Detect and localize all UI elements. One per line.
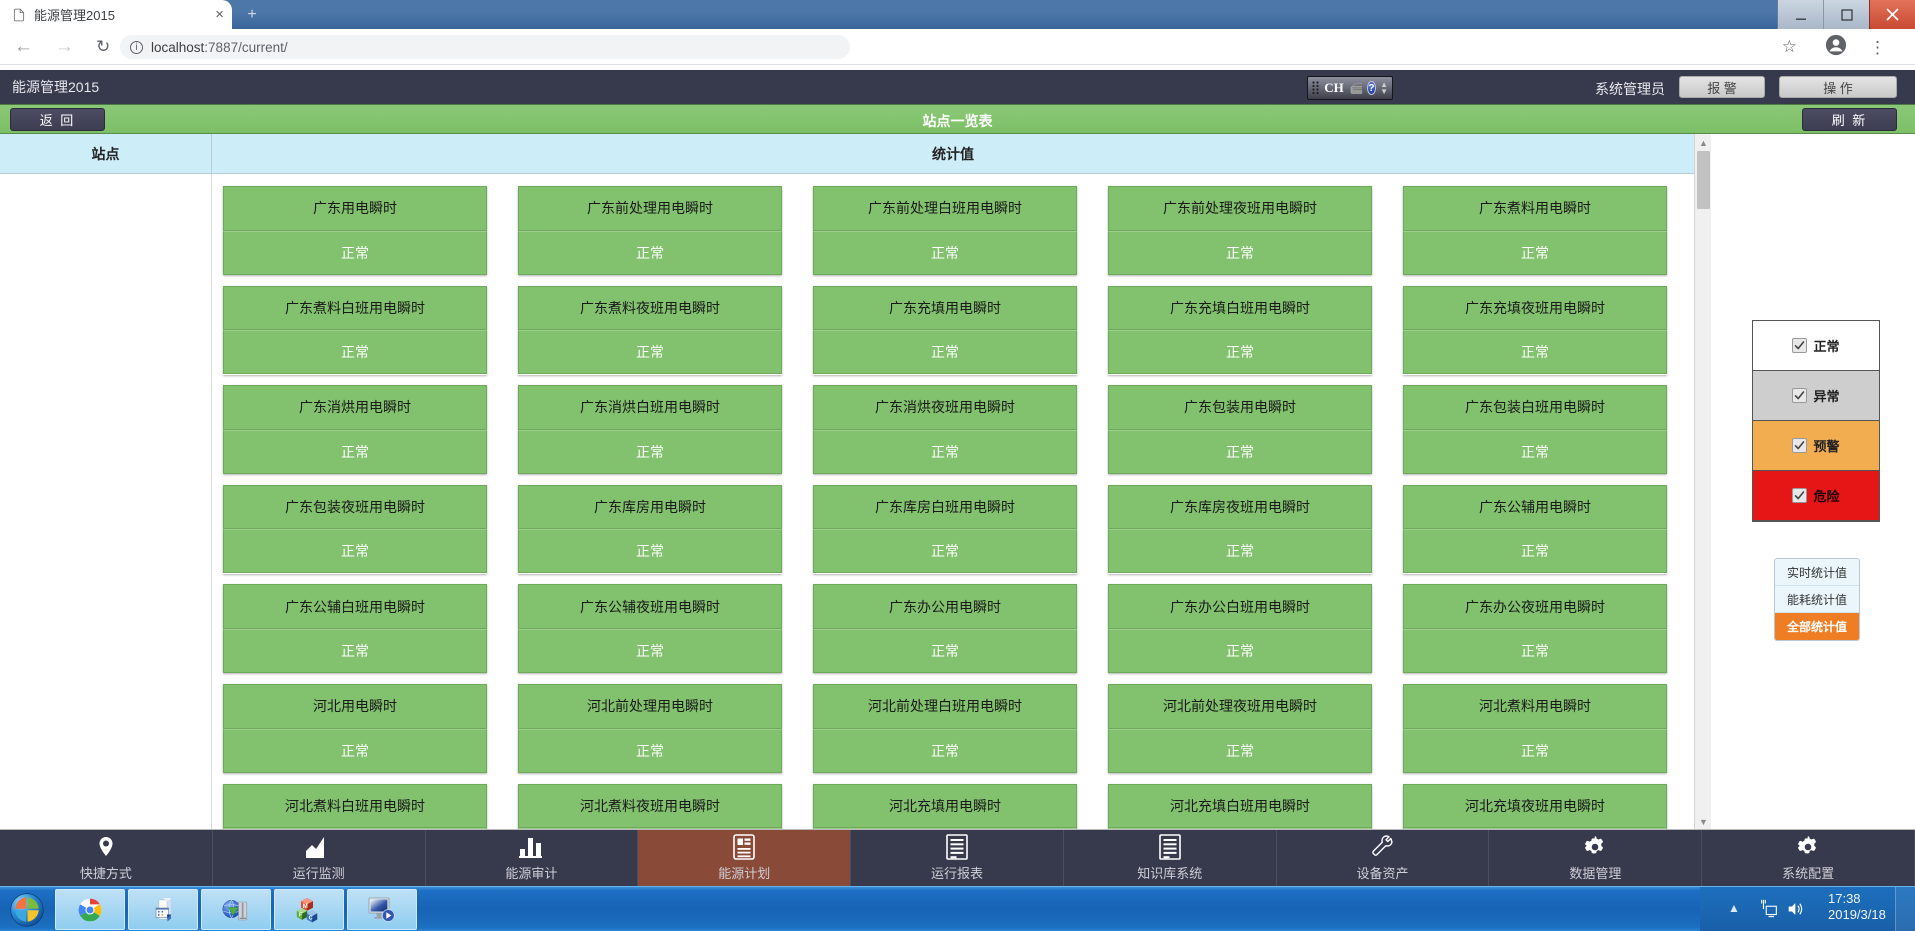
svg-text:C: C — [309, 915, 313, 921]
